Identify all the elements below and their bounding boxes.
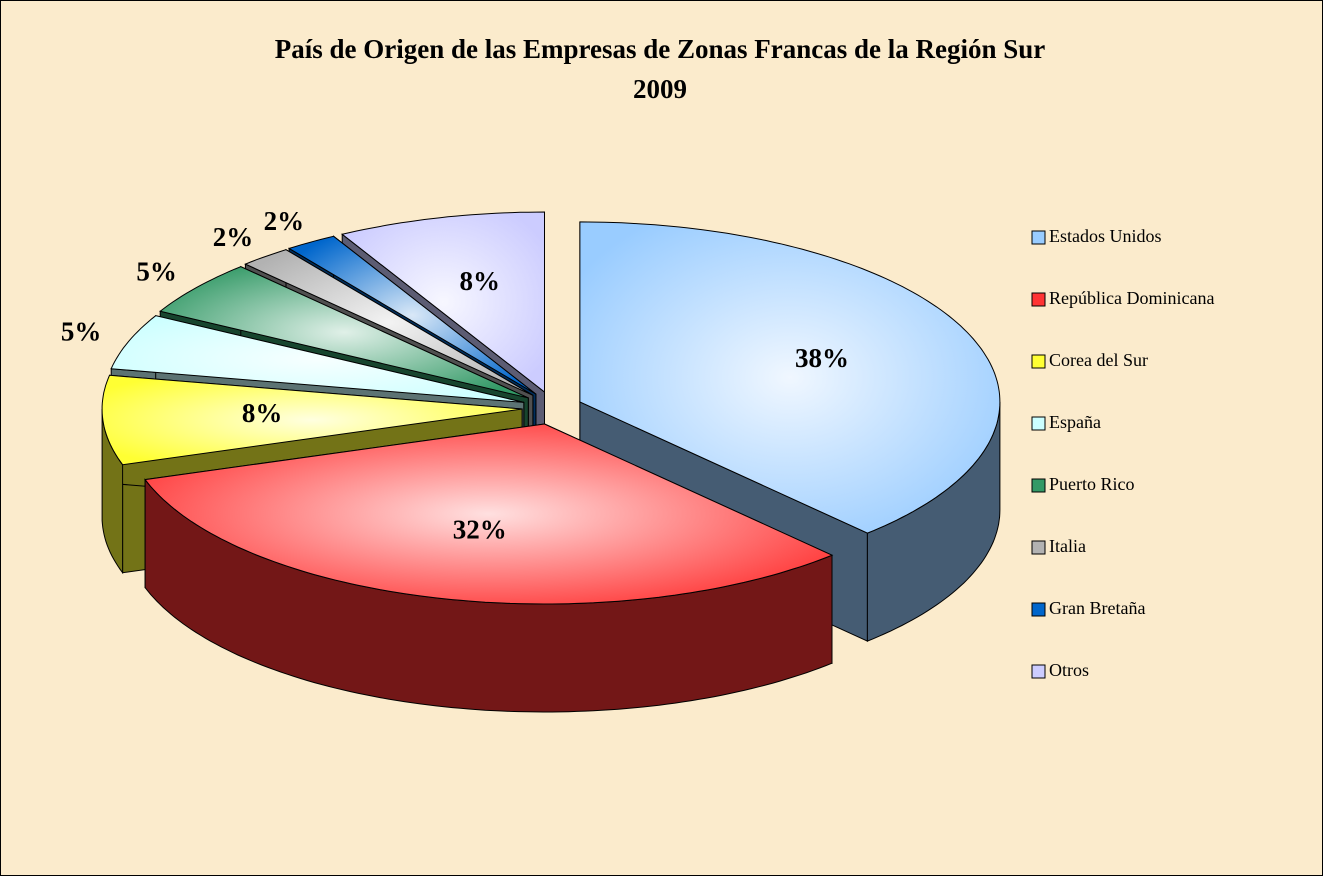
pie-slice [159,266,529,399]
legend-label: Estados Unidos [1049,226,1162,246]
legend-swatch [1031,664,1046,679]
pie-slice [579,221,1001,534]
legend-label: Gran Bretaña [1049,598,1145,618]
pie-slice [144,423,834,605]
legend-swatch [1031,292,1046,307]
data-label: 32% [453,514,507,544]
chart-title: País de Origen de las Empresas de Zonas … [275,34,1046,64]
data-label: 5% [61,316,102,346]
data-label: 8% [460,266,501,296]
pie-slice [244,249,534,396]
legend-swatch [1031,416,1046,431]
legend-swatch [1031,602,1046,617]
legend-label: Italia [1049,536,1086,556]
legend-label: España [1049,412,1101,432]
data-label: 8% [242,398,283,428]
data-label: 2% [213,222,254,252]
data-label: 2% [264,206,305,236]
pie-slice [341,211,545,394]
data-label: 38% [795,343,849,373]
legend-swatch [1031,540,1046,555]
legend-swatch [1031,354,1046,369]
pie-slice [110,315,524,403]
chart-subtitle: 2009 [633,74,687,104]
pie-slice [287,235,537,395]
legend-swatch [1031,230,1046,245]
pie-slice [101,374,523,466]
legend-swatch [1031,478,1046,493]
legend-label: República Dominicana [1049,288,1214,308]
legend-label: Puerto Rico [1049,474,1135,494]
slice-group [144,423,834,713]
data-label: 5% [136,257,177,287]
legend-label: Otros [1049,660,1089,680]
legend-label: Corea del Sur [1049,350,1148,370]
